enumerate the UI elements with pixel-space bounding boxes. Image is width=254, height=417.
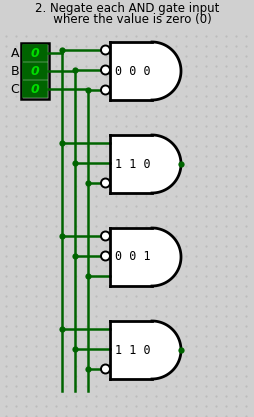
Circle shape	[101, 251, 110, 261]
Text: 0: 0	[31, 47, 39, 60]
Text: A: A	[10, 47, 19, 60]
Circle shape	[101, 65, 110, 75]
Polygon shape	[110, 135, 181, 193]
Polygon shape	[110, 42, 181, 100]
Text: 1 1 0: 1 1 0	[115, 158, 151, 171]
Bar	[21, 43, 49, 99]
Circle shape	[101, 85, 110, 95]
Text: C: C	[10, 83, 19, 95]
Text: 0 0 1: 0 0 1	[115, 251, 151, 264]
Polygon shape	[110, 228, 181, 286]
Circle shape	[101, 178, 110, 188]
Bar	[23, 81, 47, 97]
Text: 0: 0	[31, 83, 39, 95]
Bar	[23, 63, 47, 79]
Bar	[23, 45, 47, 61]
Text: 2. Negate each AND gate input: 2. Negate each AND gate input	[35, 2, 219, 15]
Circle shape	[101, 231, 110, 241]
Text: where the value is zero (0): where the value is zero (0)	[42, 13, 212, 26]
Text: 1 1 0: 1 1 0	[115, 344, 151, 357]
Circle shape	[101, 364, 110, 374]
Text: 0 0 0: 0 0 0	[115, 65, 151, 78]
Text: 0: 0	[31, 65, 39, 78]
Text: B: B	[10, 65, 19, 78]
Polygon shape	[110, 321, 181, 379]
Circle shape	[101, 45, 110, 55]
